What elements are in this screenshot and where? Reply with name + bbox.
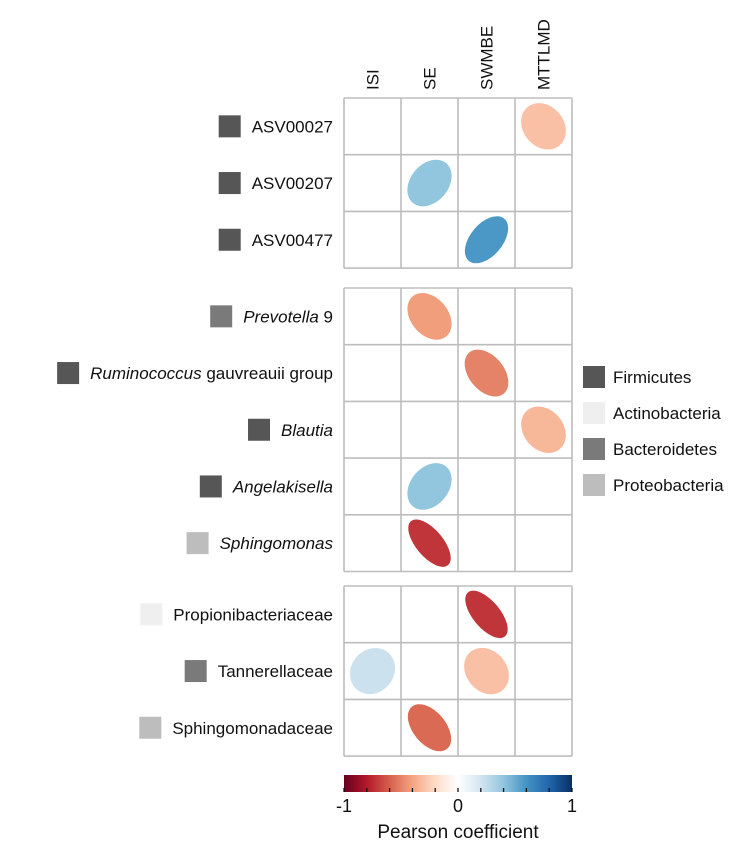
phylum-square bbox=[186, 532, 209, 555]
legend-label: Bacteroidetes bbox=[613, 440, 717, 459]
correlation-ellipse bbox=[465, 590, 508, 639]
row-label: Sphingomonas bbox=[220, 534, 334, 553]
legend-label: Actinobacteria bbox=[613, 404, 721, 423]
legend-label: Proteobacteria bbox=[613, 476, 724, 495]
colorbar-tick-label: 0 bbox=[453, 796, 463, 816]
colorbar: -1 0 1 Pearson coefficient bbox=[336, 775, 577, 843]
grid-block bbox=[343, 97, 573, 269]
column-labels: ISI SE SWMBE MTTLMD bbox=[364, 19, 554, 90]
column-label: SWMBE bbox=[478, 26, 497, 90]
legend-item: Bacteroidetes bbox=[583, 438, 717, 460]
row-label: Propionibacteriaceae bbox=[173, 605, 333, 624]
correlation-ellipse bbox=[521, 103, 566, 150]
phylum-square bbox=[218, 172, 241, 195]
row-label-part: Blautia bbox=[281, 421, 333, 440]
grid-block bbox=[343, 287, 573, 573]
phylum-square bbox=[57, 362, 80, 385]
row-label: Ruminococcus gauvreauii group bbox=[90, 364, 333, 383]
row-label: Blautia bbox=[281, 421, 333, 440]
legend-swatch bbox=[583, 474, 605, 496]
phylum-legend: Firmicutes Actinobacteria Bacteroidetes Pro… bbox=[583, 366, 724, 496]
correlation-ellipse bbox=[464, 349, 509, 397]
row-label-part: ASV00477 bbox=[252, 231, 333, 250]
row-label-part: Angelakisella bbox=[232, 477, 333, 496]
grid-block bbox=[343, 585, 573, 757]
correlation-ellipse bbox=[521, 406, 566, 453]
correlation-ellipse bbox=[407, 292, 452, 340]
row-label-part: 9 bbox=[319, 307, 333, 326]
legend-swatch bbox=[583, 366, 605, 388]
column-label: SE bbox=[421, 67, 440, 90]
correlation-ellipse bbox=[349, 647, 396, 695]
legend-label: Firmicutes bbox=[613, 368, 691, 387]
legend-item: Proteobacteria bbox=[583, 474, 724, 496]
row-label-part: ASV00027 bbox=[252, 117, 333, 136]
row-label-part: Propionibacteriaceae bbox=[173, 605, 333, 624]
row-label: ASV00027 bbox=[252, 117, 333, 136]
legend-swatch bbox=[583, 438, 605, 460]
colorbar-title: Pearson coefficient bbox=[377, 822, 539, 843]
row-label: Sphingomonadaceae bbox=[172, 719, 333, 738]
legend-swatch bbox=[583, 402, 605, 424]
correlation-ellipse bbox=[407, 159, 452, 207]
phylum-square bbox=[248, 418, 271, 441]
legend-item: Actinobacteria bbox=[583, 402, 721, 424]
row-labels: ASV00027 ASV00207 ASV00477 Prevotella 9 Rumi… bbox=[57, 115, 334, 739]
row-label: Tannerellaceae bbox=[218, 662, 333, 681]
colorbar-tick-label: -1 bbox=[336, 796, 352, 816]
phylum-square bbox=[210, 305, 233, 328]
column-label: ISI bbox=[364, 69, 383, 90]
correlation-ellipse bbox=[464, 647, 509, 695]
correlation-ellipse bbox=[407, 704, 452, 752]
row-label-part: gauvreauii group bbox=[202, 364, 333, 383]
correlation-ellipse bbox=[464, 216, 509, 264]
correlation-grid bbox=[343, 97, 573, 757]
colorbar-gradient bbox=[344, 775, 572, 792]
phylum-square bbox=[218, 115, 241, 138]
row-label-part: Ruminococcus bbox=[90, 364, 202, 383]
colorbar-ticks: -1 0 1 bbox=[336, 788, 577, 816]
row-label: ASV00477 bbox=[252, 231, 333, 250]
phylum-square bbox=[218, 228, 241, 251]
row-label-part: Sphingomonadaceae bbox=[172, 719, 333, 738]
row-label-part: Sphingomonas bbox=[220, 534, 334, 553]
row-label-part: Tannerellaceae bbox=[218, 662, 333, 681]
phylum-square bbox=[139, 716, 162, 739]
phylum-square bbox=[140, 603, 163, 626]
row-label: Prevotella 9 bbox=[243, 307, 333, 326]
row-label: Angelakisella bbox=[232, 477, 333, 496]
correlation-ellipse bbox=[407, 463, 452, 510]
column-label: MTTLMD bbox=[535, 19, 554, 90]
row-label: ASV00207 bbox=[252, 174, 333, 193]
colorbar-tick-label: 1 bbox=[567, 796, 577, 816]
row-label-part: Prevotella bbox=[243, 307, 319, 326]
phylum-square bbox=[184, 660, 207, 683]
legend-item: Firmicutes bbox=[583, 366, 691, 388]
row-label-part: ASV00207 bbox=[252, 174, 333, 193]
phylum-square bbox=[199, 475, 222, 498]
correlation-ellipse bbox=[408, 519, 451, 567]
